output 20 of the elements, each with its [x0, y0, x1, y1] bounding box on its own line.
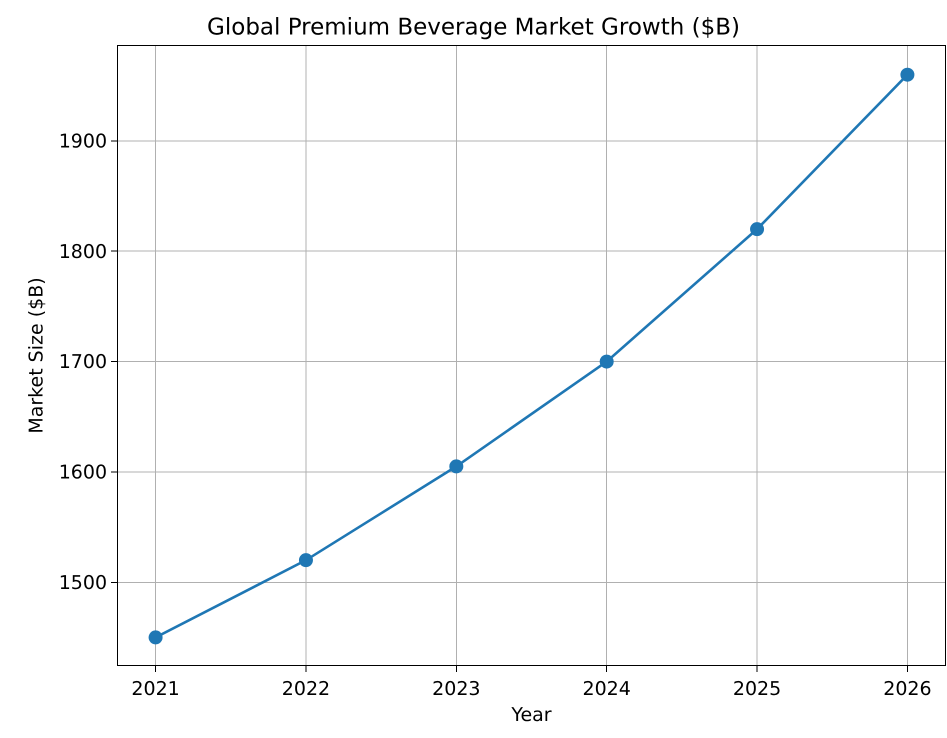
point: [900, 68, 914, 82]
point: [600, 354, 614, 369]
y-tick-label: 1800: [58, 240, 108, 263]
x-tick-label: 2021: [131, 678, 180, 700]
y-tick-label: 1900: [58, 130, 108, 153]
x-tick-label: 2022: [282, 678, 330, 700]
x-axis-title: Year: [510, 704, 552, 726]
x-tick-label: 2023: [432, 678, 480, 700]
chart-title: Global Premium Beverage Market Growth ($B): [207, 14, 740, 41]
point: [148, 630, 163, 644]
x-tick-label: 2026: [883, 678, 932, 700]
point: [449, 459, 464, 474]
y-axis-title: Market Size ($B): [26, 277, 48, 434]
y-tick-label: 1500: [58, 572, 108, 594]
x-tick-label: 2024: [582, 678, 631, 700]
point: [750, 222, 764, 236]
x-tick-label: 2025: [732, 678, 782, 700]
y-tick-label: 1600: [58, 462, 108, 484]
point: [298, 553, 313, 568]
y-tick-label: 1700: [58, 351, 108, 374]
